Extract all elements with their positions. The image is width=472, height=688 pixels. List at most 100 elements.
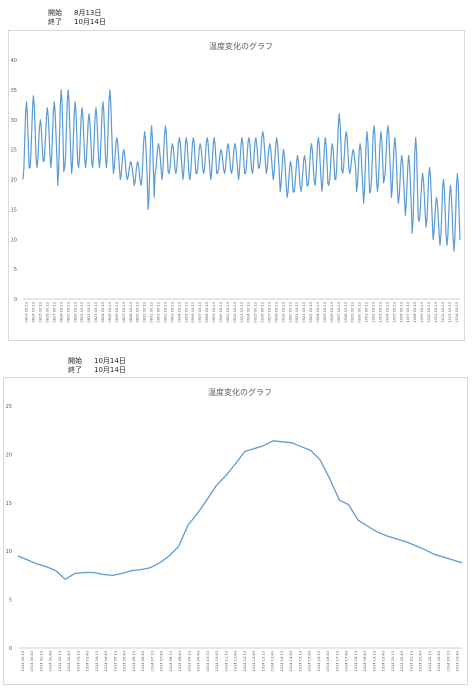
x-tick-label: 1014 11:13 bbox=[224, 651, 228, 672]
x-tick-label: 1014 17:13 bbox=[335, 651, 339, 672]
end-date: 10月14日 bbox=[74, 18, 106, 26]
x-tick-label: 1014 18:13 bbox=[354, 651, 358, 672]
x-tick-label: 1014 04:13 bbox=[95, 651, 99, 672]
x-tick-label: 0919 00:13 bbox=[281, 302, 285, 323]
x-tick-label: 1014 19:43 bbox=[382, 651, 386, 672]
x-tick-label: 1001 00:13 bbox=[365, 302, 369, 323]
x-tick-label: 1014 23:43 bbox=[456, 651, 460, 672]
x-tick-label: 0912 00:13 bbox=[233, 302, 237, 323]
x-tick-label: 0911 00:13 bbox=[226, 302, 230, 323]
x-tick-label: 1014 05:43 bbox=[123, 651, 127, 672]
x-tick-label: 1006 00:13 bbox=[399, 302, 403, 323]
y-tick-label: 15 bbox=[6, 501, 12, 507]
x-tick-label: 1005 00:13 bbox=[392, 302, 396, 323]
x-tick-label: 1013 00:13 bbox=[448, 302, 452, 323]
x-tick-label: 0905 00:13 bbox=[184, 302, 188, 323]
x-tick-label: 0926 00:13 bbox=[330, 302, 334, 323]
x-tick-label: 0819 00:13 bbox=[66, 302, 70, 323]
x-tick-label: 1014 17:43 bbox=[345, 651, 349, 672]
x-tick-label: 1014 01:43 bbox=[49, 651, 53, 672]
temperature-series-line bbox=[22, 89, 461, 252]
x-tick-label: 0903 00:13 bbox=[170, 302, 174, 323]
y-tick-label: 15 bbox=[11, 207, 17, 213]
y-tick-label: 10 bbox=[6, 549, 12, 555]
x-tick-label: 1014 04:43 bbox=[104, 651, 108, 672]
x-tick-label: 0907 00:13 bbox=[198, 302, 202, 323]
x-tick-label: 0909 00:13 bbox=[212, 302, 216, 323]
x-tick-label: 1014 13:13 bbox=[261, 651, 265, 672]
x-tick-label: 1014 14:43 bbox=[289, 651, 293, 672]
x-tick-label: 1014 02:13 bbox=[58, 651, 62, 672]
x-tick-label: 1014 16:13 bbox=[317, 651, 321, 672]
x-tick-label: 0828 00:13 bbox=[129, 302, 133, 323]
x-tick-label: 1014 01:13 bbox=[39, 651, 43, 672]
start-date: 10月14日 bbox=[94, 357, 126, 365]
x-tick-label: 1014 15:43 bbox=[308, 651, 312, 672]
x-tick-label: 1014 06:43 bbox=[141, 651, 145, 672]
x-tick-label: 0927 00:13 bbox=[337, 302, 341, 323]
y-tick-label: 25 bbox=[11, 148, 17, 154]
x-tick-label: 1014 19:13 bbox=[372, 651, 376, 672]
x-tick-label: 0915 00:13 bbox=[254, 302, 258, 323]
x-tick-label: 1014 00:43 bbox=[30, 651, 34, 672]
x-tick-label: 0817 00:13 bbox=[52, 302, 56, 323]
y-tick-label: 5 bbox=[14, 267, 17, 273]
x-tick-label: 0816 00:13 bbox=[46, 302, 50, 323]
x-tick-label: 0820 00:13 bbox=[73, 302, 77, 323]
x-tick-label: 1014 22:13 bbox=[428, 651, 432, 672]
x-tick-label: 0913 00:13 bbox=[240, 302, 244, 323]
y-tick-label: 5 bbox=[9, 598, 12, 604]
x-tick-label: 1009 00:13 bbox=[420, 302, 424, 323]
x-tick-label: 1014 16:43 bbox=[326, 651, 330, 672]
y-tick-label: 40 bbox=[11, 58, 17, 64]
chart-panel-1[interactable]: 温度変化のグラフ 0 5 10 15 20 25 30 35 40 0813 00:13 0814 0… bbox=[8, 30, 465, 341]
x-tick-label: 1014 18:43 bbox=[363, 651, 367, 672]
y-tick-label: 10 bbox=[11, 237, 17, 243]
x-tick-label: 0904 00:13 bbox=[177, 302, 181, 323]
x-tick-label: 0829 00:13 bbox=[136, 302, 140, 323]
x-tick-label: 0901 00:13 bbox=[157, 302, 161, 323]
x-tick-label: 0918 00:13 bbox=[274, 302, 278, 323]
temperature-series-line bbox=[17, 440, 463, 580]
x-tick-label: 0910 00:13 bbox=[219, 302, 223, 323]
x-tick-label: 0821 00:13 bbox=[80, 302, 84, 323]
x-tick-label: 1014 22:43 bbox=[437, 651, 441, 672]
x-tick-label: 0928 00:13 bbox=[344, 302, 348, 323]
period-info-2: 開始 10月14日 終了 10月14日 bbox=[68, 357, 126, 375]
x-tick-label: 0922 00:13 bbox=[302, 302, 306, 323]
x-tick-label: 1011 00:13 bbox=[434, 302, 438, 323]
x-tick-label: 1003 00:13 bbox=[378, 302, 382, 323]
x-tick-label: 0824 00:13 bbox=[101, 302, 105, 323]
x-tick-label: 1012 00:13 bbox=[441, 302, 445, 323]
x-tick-label: 1014 12:43 bbox=[252, 651, 256, 672]
x-tick-label: 0930 00:13 bbox=[358, 302, 362, 323]
end-label: 終了 bbox=[68, 366, 82, 374]
period-info-1: 開始 8月13日 終了 10月14日 bbox=[48, 9, 106, 27]
x-tick-label: 1002 00:13 bbox=[372, 302, 376, 323]
x-tick-label: 0818 00:13 bbox=[59, 302, 63, 323]
x-tick-label: 1007 00:13 bbox=[406, 302, 410, 323]
chart-panel-2[interactable]: 温度変化のグラフ 0 5 10 15 20 25 1014 00:13 1014 00:43 10… bbox=[3, 377, 468, 685]
x-tick-label: 1014 13:43 bbox=[271, 651, 275, 672]
x-tick-label: 1014 03:43 bbox=[86, 651, 90, 672]
x-tick-label: 1014 05:13 bbox=[113, 651, 117, 672]
x-tick-label: 1014 21:43 bbox=[419, 651, 423, 672]
chart-title: 温度変化のグラフ bbox=[209, 41, 273, 51]
x-tick-label: 1014 03:13 bbox=[76, 651, 80, 672]
x-tick-label: 0830 00:13 bbox=[143, 302, 147, 323]
x-tick-label: 0906 00:13 bbox=[191, 302, 195, 323]
x-tick-label: 1014 08:13 bbox=[169, 651, 173, 672]
x-tick-label: 1014 00:13 bbox=[455, 302, 459, 323]
x-tick-label: 1014 10:43 bbox=[215, 651, 219, 672]
end-date: 10月14日 bbox=[94, 366, 126, 374]
x-tick-label: 0813 00:13 bbox=[25, 302, 29, 323]
x-tick-label: 1014 00:13 bbox=[21, 651, 25, 672]
x-tick-label: 1014 20:13 bbox=[391, 651, 395, 672]
chart-title: 温度変化のグラフ bbox=[208, 387, 272, 397]
x-tick-label: 0923 00:13 bbox=[309, 302, 313, 323]
y-tick-label: 30 bbox=[11, 118, 17, 124]
x-tick-label: 0822 00:13 bbox=[87, 302, 91, 323]
x-tick-label: 1008 00:13 bbox=[413, 302, 417, 323]
x-tick-label: 1014 09:13 bbox=[187, 651, 191, 672]
x-tick-label: 1014 10:13 bbox=[206, 651, 210, 672]
